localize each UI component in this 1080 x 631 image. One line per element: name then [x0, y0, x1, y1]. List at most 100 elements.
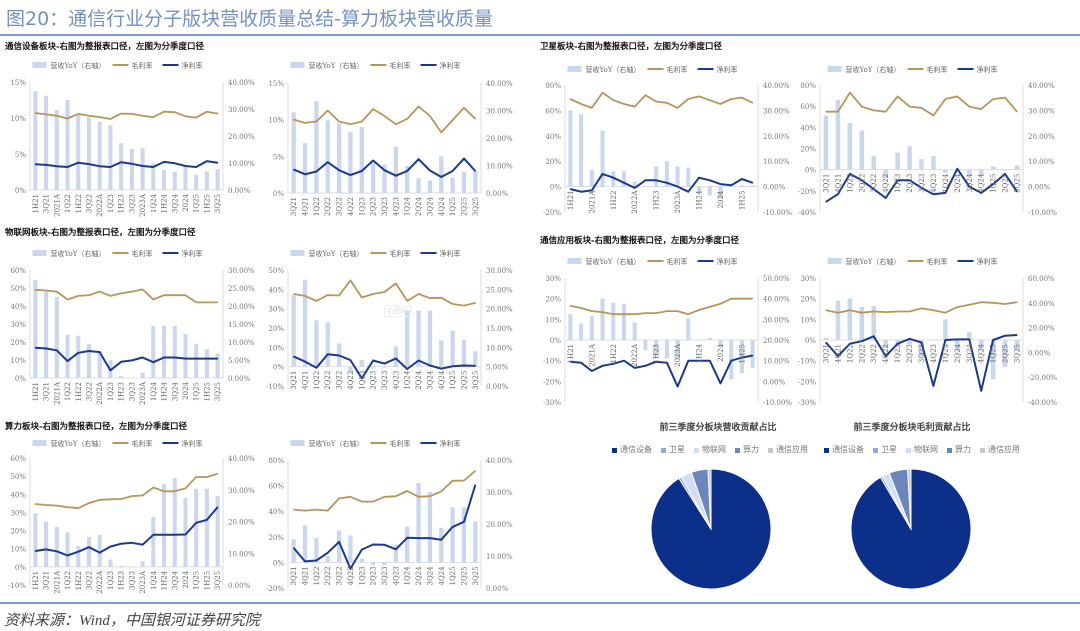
net-margin-point [719, 382, 722, 384]
left-tick-label: -10% [8, 582, 26, 590]
net-margin-point [77, 352, 79, 354]
category-label: 4Q24 [438, 370, 446, 390]
gross-margin-point [932, 309, 935, 311]
category-label: 3Q23 [381, 371, 389, 390]
pie-slice [707, 468, 712, 530]
revenue-yoy-bar [739, 185, 744, 187]
net-margin-point [920, 341, 923, 344]
gross-margin-line [570, 91, 753, 109]
revenue-yoy-bar [919, 159, 924, 170]
net-margin-point [676, 186, 679, 188]
category-label: 2Q24 [415, 566, 423, 586]
net-margin-point [440, 176, 442, 178]
category-label: 1H21 [567, 191, 575, 210]
net-margin-point [932, 385, 935, 387]
revenue-yoy-bar [416, 178, 421, 193]
net-margin-point [719, 183, 722, 185]
gross-margin-point [429, 115, 431, 117]
pie-slice [678, 476, 712, 530]
revenue-yoy-bar [302, 143, 308, 193]
legend-bar-swatch [32, 250, 47, 256]
right-tick-label: 30.00% [763, 316, 790, 324]
net-margin-point [99, 165, 101, 167]
net-margin-point [174, 162, 176, 164]
net-margin-point [944, 192, 946, 194]
category-label: 2Q25 [1002, 174, 1010, 193]
net-margin-point [623, 360, 625, 362]
revenue-yoy-bar [729, 340, 734, 380]
chart-computing-half: 营收YoY（右轴） 毛利率 净利率 -10% 0% 10% 20% 30% 40% 50% 60% 0… [0, 434, 265, 600]
net-margin-point [45, 548, 47, 551]
revenue-yoy-bar [461, 171, 467, 193]
revenue-yoy-bar [54, 110, 59, 190]
net-margin-point [897, 343, 899, 345]
net-margin-point [452, 526, 454, 528]
revenue-yoy-bar [393, 146, 399, 193]
legend-gross-label: 毛利率 [390, 439, 411, 448]
right-tick-label: 0.00% [1028, 184, 1051, 192]
net-margin-point [372, 159, 374, 162]
category-label: 1H23 [118, 571, 126, 590]
gross-margin-point [440, 490, 442, 492]
legend-swatch-icon [768, 447, 773, 453]
revenue-yoy-bar [686, 318, 691, 340]
category-label: 2023A [139, 193, 147, 217]
revenue-yoy-bar [97, 535, 102, 567]
gross-margin-point [873, 310, 875, 313]
gross-margin-point [293, 509, 295, 511]
revenue-yoy-bar [54, 297, 59, 378]
gross-margin-point [591, 310, 593, 312]
legend-bar-label: 营收YoY（右轴） [309, 61, 364, 70]
pie-legend-item: 物联网 [694, 444, 726, 455]
revenue-yoy-bar [172, 172, 177, 190]
net-margin-point [361, 549, 363, 551]
legend-bar-swatch [290, 250, 305, 256]
category-label: 2Q22 [858, 174, 866, 193]
legend-net-label: 净利率 [440, 61, 461, 70]
net-margin-point [45, 164, 47, 166]
legend-bar-swatch [32, 62, 47, 68]
revenue-yoy-bar [108, 125, 113, 190]
gross-margin-point [752, 102, 754, 104]
category-label: 2023A [674, 190, 682, 214]
net-margin-point [349, 568, 352, 570]
category-label: 1Q22 [846, 344, 854, 363]
category-label: 1Q23 [358, 371, 366, 390]
revenue-yoy-bar [943, 319, 948, 340]
revenue-yoy-bar [1002, 340, 1008, 367]
revenue-yoy-bar [370, 562, 376, 565]
net-margin-point [174, 534, 176, 536]
category-label: 2Q24 [954, 173, 962, 193]
right-tick-label: 20.00% [486, 306, 513, 314]
revenue-yoy-bar [589, 170, 594, 187]
net-margin-point [849, 343, 851, 345]
gross-margin-point [349, 123, 352, 125]
net-margin-line [35, 160, 218, 168]
revenue-yoy-bar [291, 295, 296, 367]
revenue-yoy-bar [161, 484, 167, 567]
category-label: 2023A [139, 570, 147, 594]
right-tick-label: 10.00% [486, 163, 513, 171]
left-tick-label: 50% [10, 473, 26, 481]
category-label: 3Q24 [171, 193, 179, 213]
section-title-application: 通信应用板块-右图为整报表口径，左图为分季度口径 [540, 236, 740, 246]
gross-margin-point [698, 95, 700, 98]
legend-bar-label: 营收YoY（右轴） [586, 257, 641, 266]
legend-gross-label: 毛利率 [390, 61, 411, 70]
left-tick-label: 10% [268, 344, 284, 352]
net-margin-point [885, 355, 887, 357]
net-margin-point [327, 353, 329, 355]
gross-margin-point [429, 495, 431, 497]
category-label: 1H23 [118, 194, 126, 213]
revenue-yoy-bar [172, 477, 177, 567]
pie-legend-label: 物联网 [702, 445, 726, 454]
gross-margin-point [293, 293, 295, 295]
net-margin-point [349, 359, 352, 361]
net-margin-point [463, 521, 465, 523]
category-label: 3Q21 [290, 197, 298, 216]
revenue-yoy-bar [847, 123, 853, 170]
revenue-yoy-bar [931, 340, 936, 341]
right-tick-label: 0.00% [228, 375, 251, 383]
chart-satellite-half: 营收YoY（右轴） 毛利率 净利率 -20% 0% 20% 40% 60% 80% -10.00%… [535, 60, 800, 224]
revenue-yoy-bar [568, 110, 573, 187]
